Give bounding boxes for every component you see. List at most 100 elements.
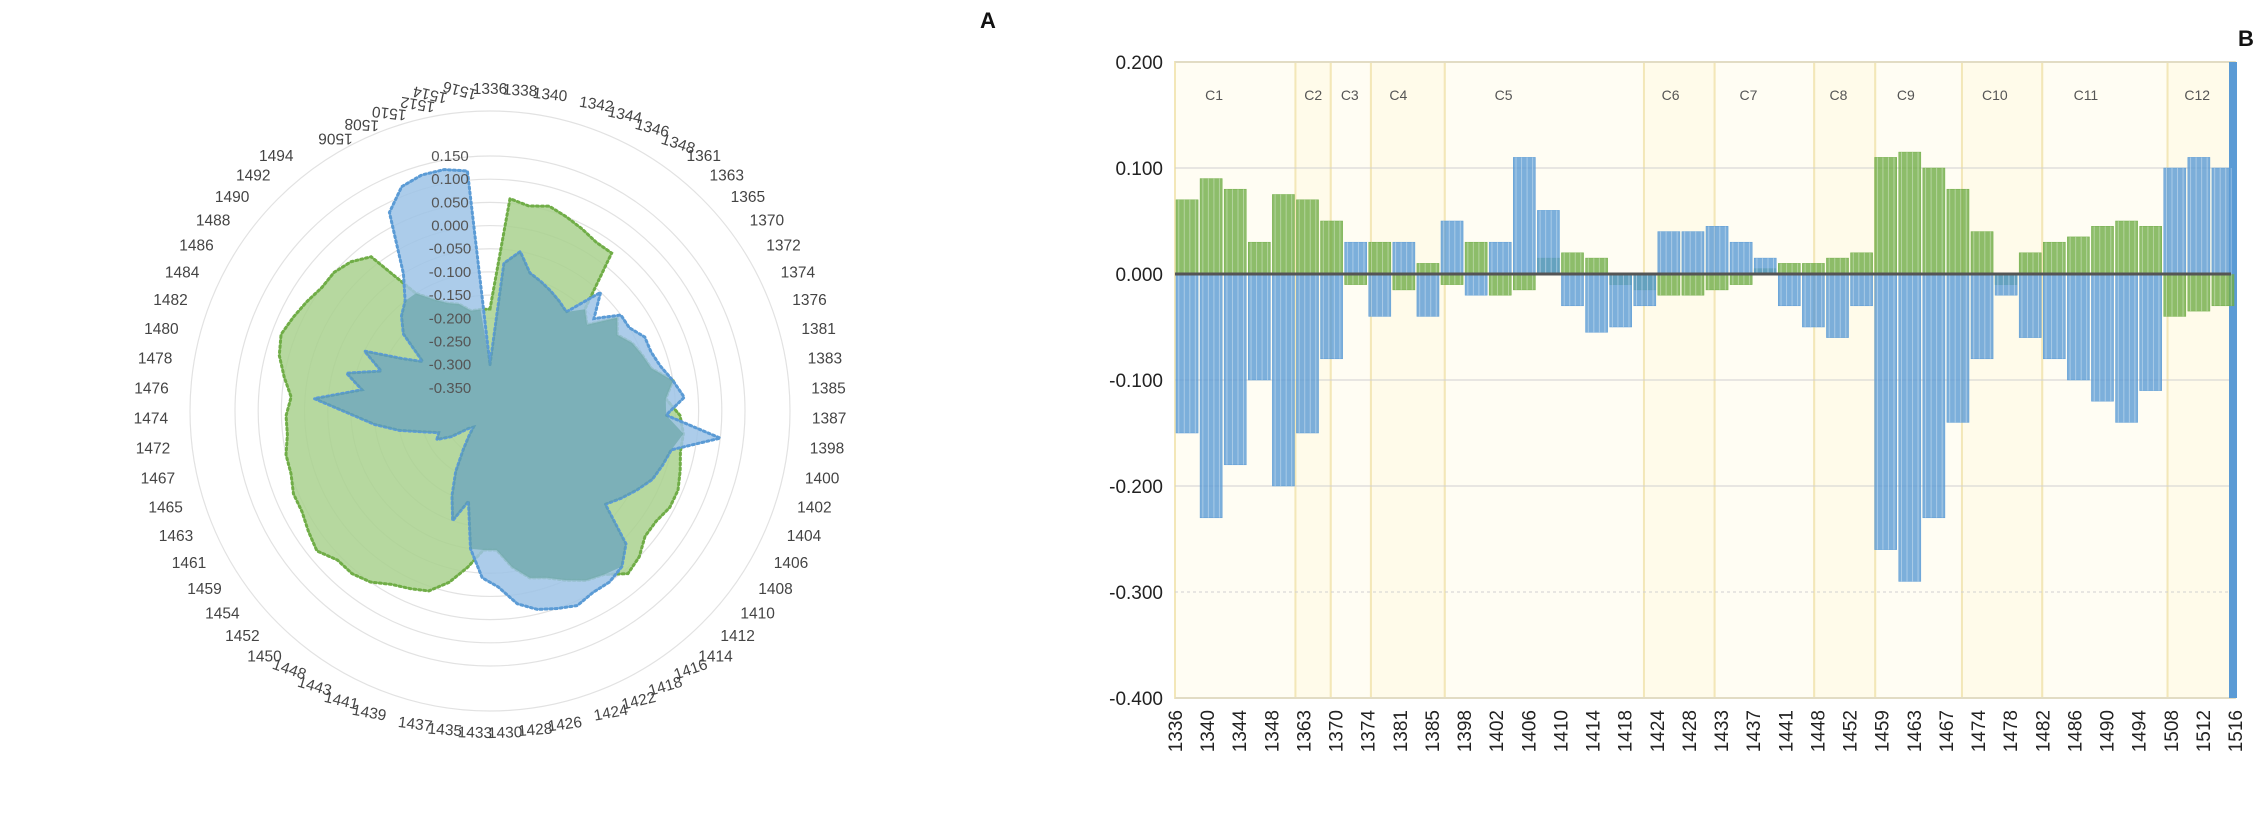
cluster-label: C2 bbox=[1304, 87, 1322, 103]
bar-green bbox=[1850, 252, 1873, 275]
radar-category-label: 1512 bbox=[399, 93, 436, 115]
y-tick-label: 0.200 bbox=[1115, 53, 1163, 74]
radar-tick-label: 0.150 bbox=[431, 148, 469, 165]
x-tick-label: 1370 bbox=[1327, 710, 1348, 752]
bar-blue bbox=[2091, 273, 2114, 402]
radar-category-label: 1381 bbox=[801, 321, 835, 338]
radar-category-label: 1400 bbox=[805, 470, 840, 487]
bar-green bbox=[1729, 273, 1753, 285]
bar-green bbox=[1681, 273, 1705, 296]
x-tick-label: 1428 bbox=[1680, 710, 1701, 752]
radar-tick-label: 0.000 bbox=[431, 218, 469, 235]
radar-grid-circle bbox=[280, 201, 700, 621]
cluster-label: C11 bbox=[2074, 87, 2099, 103]
cluster-label: C4 bbox=[1389, 87, 1407, 103]
x-tick-label: 1512 bbox=[2194, 710, 2215, 752]
y-tick-label: -0.200 bbox=[1109, 477, 1163, 498]
x-tick-label: 1467 bbox=[1937, 710, 1958, 752]
radar-category-label: 1370 bbox=[750, 213, 785, 230]
bar-green bbox=[1970, 231, 1994, 275]
x-tick-label: 1494 bbox=[2130, 710, 2151, 753]
radar-category-label: 1480 bbox=[144, 321, 179, 338]
y-tick-label: -0.100 bbox=[1109, 371, 1163, 392]
radar-category-label: 1365 bbox=[731, 189, 765, 206]
bar-blue bbox=[1537, 210, 1560, 275]
bar-blue bbox=[1368, 273, 1392, 317]
x-tick-label: 1418 bbox=[1616, 710, 1637, 752]
cluster-label: C5 bbox=[1495, 87, 1513, 103]
radar-category-label: 1342 bbox=[578, 94, 615, 116]
bar-blue bbox=[1440, 220, 1464, 275]
radar-category-label: 1482 bbox=[153, 292, 187, 309]
cluster-label: C1 bbox=[1205, 87, 1223, 103]
bar-green bbox=[2043, 241, 2066, 275]
bar-blue bbox=[1898, 273, 1922, 582]
radar-category-label: 1404 bbox=[787, 528, 822, 545]
radar-category-label: 1336 bbox=[473, 81, 507, 98]
bar-blue bbox=[2067, 273, 2090, 381]
x-tick-label: 1410 bbox=[1551, 710, 1572, 752]
bar-blue bbox=[1874, 273, 1897, 550]
bar-green bbox=[2067, 236, 2090, 275]
bar-green bbox=[1874, 157, 1897, 275]
cluster-label: C7 bbox=[1740, 87, 1758, 103]
cluster-label: C10 bbox=[1982, 87, 2008, 103]
radar-category-label: 1506 bbox=[318, 130, 353, 147]
bar-chart: C1 C2 C3 C4 C5 C6 C7 C8 C9 C10 C11 C12 0.200 0.100 0.0… bbox=[1109, 53, 2247, 753]
radar-tick-label: -0.350 bbox=[429, 380, 472, 397]
radar-category-label: 1412 bbox=[720, 628, 754, 645]
bar-blue bbox=[1175, 273, 1199, 434]
bar-green bbox=[1826, 257, 1849, 275]
bar-blue bbox=[2163, 167, 2187, 275]
bar-blue bbox=[1561, 273, 1584, 307]
radar-category-label: 1494 bbox=[259, 148, 294, 165]
radar-category-label: 1484 bbox=[165, 264, 200, 281]
radar-category-label: 1474 bbox=[134, 411, 169, 428]
radar-category-label: 1437 bbox=[397, 714, 433, 735]
bar-blue bbox=[1199, 273, 1223, 519]
bar-blue bbox=[2187, 157, 2211, 275]
bar-blue bbox=[2115, 273, 2138, 423]
radar-category-label: 1338 bbox=[502, 82, 537, 101]
radar-category-label: 1385 bbox=[811, 380, 845, 397]
bar-green bbox=[1513, 273, 1536, 291]
radar-category-label: 1435 bbox=[427, 721, 463, 741]
x-tick-label: 1402 bbox=[1487, 710, 1508, 752]
x-tick-label: 1414 bbox=[1584, 710, 1605, 753]
bar-green bbox=[2187, 273, 2211, 312]
bar-green bbox=[1657, 273, 1681, 296]
bar-blue bbox=[1657, 231, 1681, 275]
x-tick-label: 1344 bbox=[1230, 710, 1251, 753]
x-tick-label: 1433 bbox=[1712, 710, 1733, 752]
radar-category-label: 1402 bbox=[797, 500, 831, 517]
x-tick-label: 1385 bbox=[1423, 710, 1444, 752]
radar-tick-label: -0.100 bbox=[429, 264, 472, 281]
bar-green bbox=[2115, 220, 2138, 275]
bar-blue bbox=[1416, 273, 1440, 317]
bar-blue bbox=[1826, 273, 1849, 338]
bar-green bbox=[1223, 188, 1247, 275]
bar-blue bbox=[1802, 273, 1825, 328]
radar-category-label: 1398 bbox=[810, 441, 844, 458]
radar-category-label: 1467 bbox=[141, 470, 175, 487]
radar-category-label: 1363 bbox=[710, 167, 744, 184]
bar-green bbox=[2163, 273, 2187, 317]
bar-green bbox=[1199, 178, 1223, 275]
bar-blue bbox=[2211, 167, 2235, 275]
radar-category-label: 1465 bbox=[148, 500, 182, 517]
y-tick-label: -0.300 bbox=[1109, 583, 1163, 604]
radar-category-label: 1488 bbox=[196, 213, 230, 230]
bar-green bbox=[1416, 263, 1440, 275]
bar-blue bbox=[1488, 241, 1512, 275]
bar-blue bbox=[1609, 273, 1632, 328]
bar-green bbox=[1898, 151, 1922, 275]
x-tick-label: 1398 bbox=[1455, 710, 1476, 752]
x-tick-label: 1348 bbox=[1262, 710, 1283, 752]
radar-category-label: 1406 bbox=[774, 555, 808, 572]
bar-blue bbox=[1248, 273, 1271, 381]
bar-blue bbox=[1585, 273, 1608, 333]
bar-green bbox=[2018, 252, 2042, 275]
bar-green bbox=[1344, 273, 1367, 285]
radar-category-label: 1344 bbox=[606, 104, 644, 128]
bar-green bbox=[2091, 226, 2114, 275]
